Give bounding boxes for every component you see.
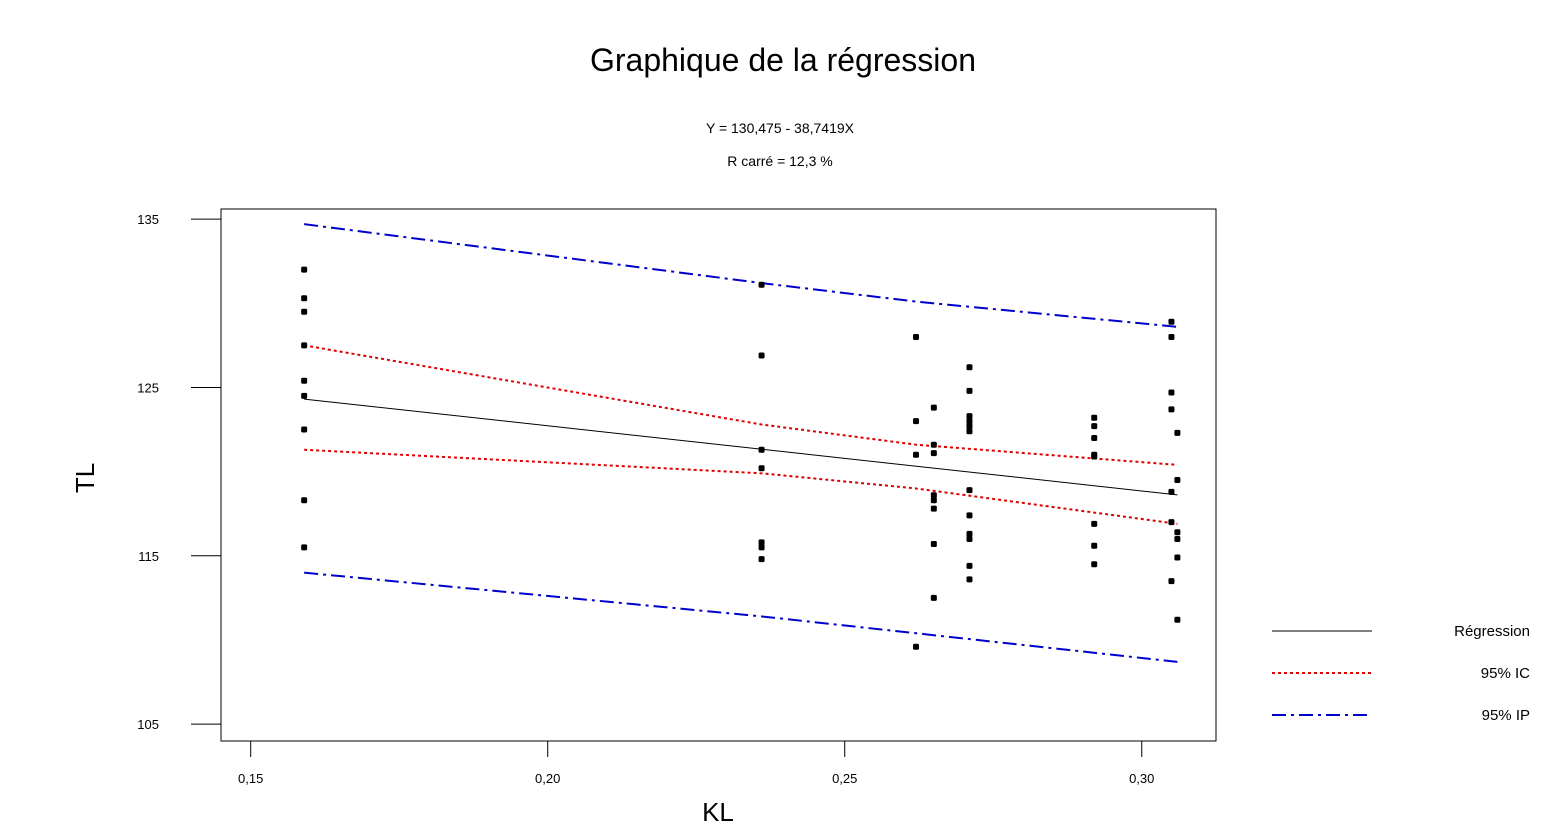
chart-title: Graphique de la régression	[590, 42, 976, 78]
data-point	[758, 281, 765, 288]
data-points	[301, 266, 1181, 650]
data-point	[301, 392, 308, 399]
ci-lower-line	[304, 448, 1178, 525]
data-point	[1091, 542, 1098, 549]
data-point	[1168, 578, 1175, 585]
data-point	[913, 333, 920, 340]
data-point	[1174, 616, 1181, 623]
interval-lines	[303, 223, 1178, 663]
data-point	[930, 492, 937, 499]
data-point	[966, 428, 973, 435]
data-point	[930, 505, 937, 512]
data-point	[1174, 477, 1181, 484]
data-point	[966, 562, 973, 569]
regression-line	[304, 398, 1178, 496]
y-tick-label: 135	[137, 212, 159, 227]
data-point	[1168, 389, 1175, 396]
data-point	[758, 352, 765, 359]
data-point	[301, 497, 308, 504]
data-point	[1174, 529, 1181, 536]
data-point	[758, 556, 765, 563]
x-tick-label: 0,20	[535, 771, 560, 786]
data-point	[1091, 520, 1098, 527]
data-point	[758, 465, 765, 472]
x-tick-label: 0,30	[1129, 771, 1154, 786]
data-point	[966, 423, 973, 430]
chart-subtitle-equation: Y = 130,475 - 38,7419X	[706, 120, 855, 136]
pi-lower-line	[304, 571, 1178, 663]
data-point	[1168, 406, 1175, 413]
x-axis: 0,15 0,20 0,25 0,30	[238, 741, 1154, 786]
data-point	[930, 497, 937, 504]
data-point	[1168, 318, 1175, 325]
data-point	[966, 364, 973, 371]
data-point	[301, 308, 308, 315]
data-point	[966, 413, 973, 420]
ci-upper-line	[303, 344, 1178, 466]
data-point	[966, 487, 973, 494]
y-axis-label: TL	[70, 463, 100, 493]
data-point	[913, 451, 920, 458]
data-point	[930, 541, 937, 548]
data-point	[301, 426, 308, 433]
y-axis: 105 115 125 135	[137, 212, 221, 732]
data-point	[930, 450, 937, 457]
data-point	[758, 539, 765, 546]
data-point	[966, 387, 973, 394]
data-point	[930, 441, 937, 448]
data-point	[966, 535, 973, 542]
data-point	[758, 544, 765, 551]
legend-label: 95% IP	[1482, 707, 1530, 724]
data-point	[301, 544, 308, 551]
regression-line-group	[304, 398, 1178, 496]
data-point	[1091, 414, 1098, 421]
pi-upper-line	[304, 223, 1178, 328]
y-tick-label: 115	[138, 549, 159, 564]
x-tick-label: 0,15	[238, 771, 263, 786]
data-point	[301, 295, 308, 302]
legend-label: Régression	[1454, 623, 1530, 640]
data-point	[1091, 453, 1098, 460]
data-point	[1168, 519, 1175, 526]
data-point	[966, 418, 973, 425]
data-point	[301, 266, 308, 273]
legend: Régression 95% IC 95% IP	[1272, 623, 1530, 724]
data-point	[1091, 423, 1098, 430]
chart-subtitle-r-squared: R carré = 12,3 %	[727, 153, 832, 169]
data-point	[913, 418, 920, 425]
data-point	[1168, 488, 1175, 495]
plot-area-frame	[220, 208, 1217, 742]
data-point	[913, 643, 920, 650]
data-point	[1168, 333, 1175, 340]
data-point	[1174, 535, 1181, 542]
y-tick-label: 125	[137, 380, 159, 395]
data-point	[301, 342, 308, 349]
data-point	[1174, 554, 1181, 561]
data-point	[966, 576, 973, 583]
data-point	[930, 594, 937, 601]
y-tick-label: 105	[137, 717, 159, 732]
data-point	[1091, 434, 1098, 441]
data-point	[1174, 429, 1181, 436]
data-point	[930, 404, 937, 411]
data-point	[1091, 561, 1098, 568]
data-point	[966, 512, 973, 519]
data-point	[301, 377, 308, 384]
legend-label: 95% IC	[1481, 665, 1530, 682]
x-tick-label: 0,25	[832, 771, 857, 786]
data-point	[758, 446, 765, 453]
data-point	[966, 530, 973, 537]
x-axis-label: KL	[702, 797, 734, 825]
